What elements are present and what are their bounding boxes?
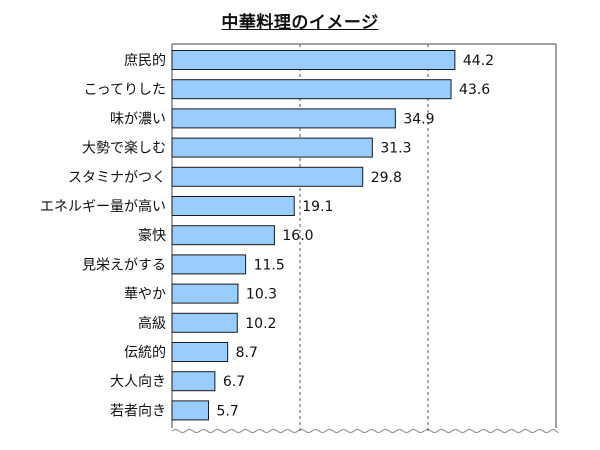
value-label: 44.2 xyxy=(463,53,494,69)
value-label: 10.3 xyxy=(246,287,277,303)
grid-layer xyxy=(299,44,429,431)
category-label: 華やか xyxy=(124,287,166,303)
value-label: 8.7 xyxy=(236,345,258,361)
value-label: 16.0 xyxy=(282,228,313,244)
category-label: 伝統的 xyxy=(124,345,166,361)
category-label: エネルギー量が高い xyxy=(40,198,166,215)
bar xyxy=(171,283,239,304)
bar xyxy=(171,196,295,216)
labels-layer: 庶民的 44.2 こってりした 43.6 味が濃い 34.9 大勢で楽しむ 31.3 スタミナが… xyxy=(40,53,494,419)
value-label: 29.8 xyxy=(371,170,402,186)
category-label: 高級 xyxy=(138,315,166,332)
category-label: 庶民的 xyxy=(124,53,166,69)
value-label: 5.7 xyxy=(216,403,238,419)
category-label: 味が濃い xyxy=(110,111,166,127)
bar xyxy=(171,371,216,392)
bars-layer xyxy=(171,50,456,421)
value-label: 43.6 xyxy=(459,82,490,98)
bar xyxy=(171,400,209,421)
chart-title: 中華料理のイメージ xyxy=(221,13,379,33)
bar xyxy=(171,79,452,100)
category-label: こってりした xyxy=(84,82,166,98)
bar xyxy=(171,137,373,158)
value-label: 6.7 xyxy=(223,374,245,390)
bar xyxy=(171,50,456,70)
axis-break-wave xyxy=(171,429,559,433)
category-label: スタミナがつく xyxy=(68,170,166,186)
value-label: 34.9 xyxy=(403,111,434,127)
value-label: 11.5 xyxy=(254,257,285,273)
value-label: 10.2 xyxy=(245,316,276,332)
bar xyxy=(171,342,229,362)
category-label: 豪快 xyxy=(138,228,166,244)
bar xyxy=(171,108,396,129)
bar xyxy=(171,254,247,275)
bar xyxy=(171,312,238,333)
category-label: 大人向き xyxy=(110,374,166,390)
bar xyxy=(171,225,275,246)
value-label: 31.3 xyxy=(380,141,411,157)
bar xyxy=(171,166,364,187)
category-label: 若者向き xyxy=(110,403,166,419)
value-label: 19.1 xyxy=(302,199,333,215)
category-label: 大勢で楽しむ xyxy=(82,141,166,157)
category-label: 見栄えがする xyxy=(82,257,166,273)
